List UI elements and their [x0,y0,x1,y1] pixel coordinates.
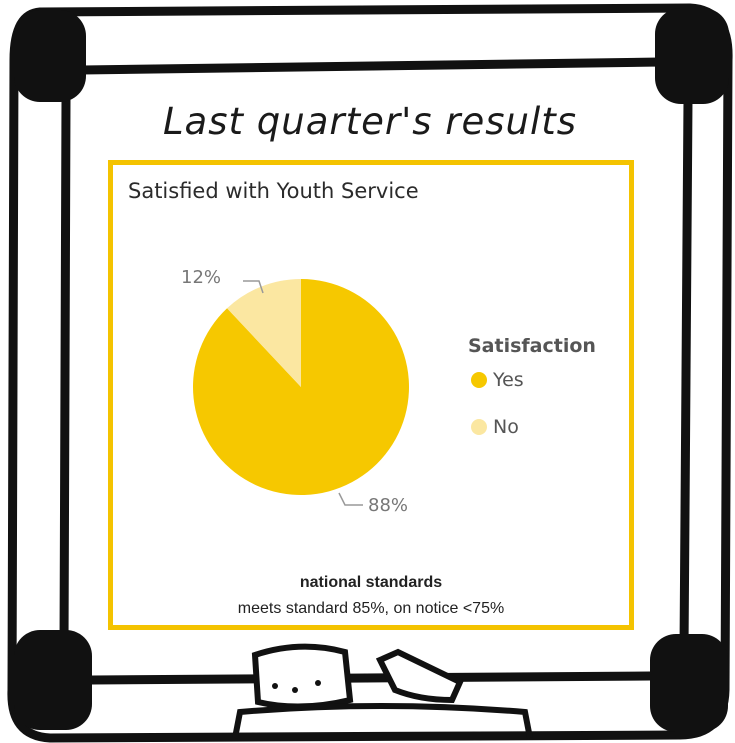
legend-title: Satisfaction [468,335,596,357]
corner-cap-top-left [14,10,86,102]
pie-slice-yes[interactable] [193,279,409,496]
chart-title: Satisfied with Youth Service [128,179,419,203]
footnote-title: national standards [299,574,443,591]
footnote-text: meets standard 85%, on notice <75% [237,600,505,617]
eraser-icon [251,643,354,710]
leader-line-yes [338,492,363,506]
marker-icon [375,648,464,704]
chart-card: Satisfied with Youth Service 12% 88% Sat… [108,160,634,630]
legend-item-no[interactable]: No [471,416,519,438]
corner-cap-bottom-right [650,634,728,732]
pie-slice-no[interactable] [227,279,301,387]
pie-chart [193,279,409,506]
leader-line-no [243,280,264,294]
legend-dot-no [471,419,487,435]
board-heading: Last quarter's results [162,100,578,143]
slice-label-yes: 88% [368,495,409,516]
legend-dot-yes [471,372,487,388]
tray [232,703,533,739]
corner-cap-bottom-left [14,630,92,730]
corner-cap-top-right [655,8,729,104]
slice-label-no: 12% [181,267,222,288]
legend-label-no: No [493,416,519,438]
legend-label-yes: Yes [493,369,524,391]
legend-item-yes[interactable]: Yes [471,369,524,391]
